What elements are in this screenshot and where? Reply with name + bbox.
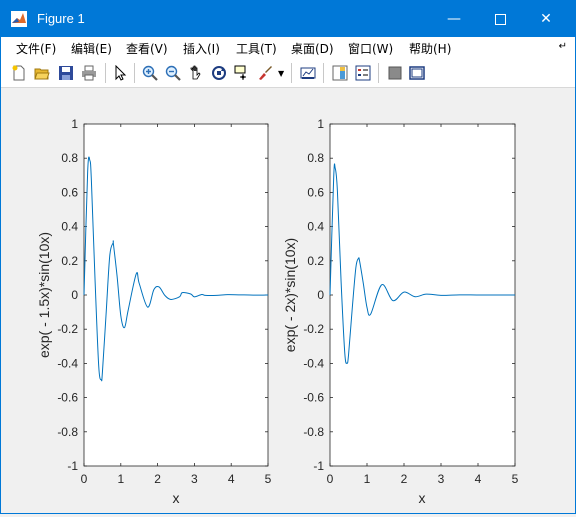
- y-tick-label: -0.2: [303, 322, 324, 336]
- menu-tools[interactable]: 工具(T): [236, 42, 277, 56]
- y-axis-label: exp( - 1.5x)*sin(10x): [36, 232, 52, 358]
- toolbar-separator: [291, 63, 292, 83]
- x-axis-label: x: [419, 490, 426, 506]
- brush-icon[interactable]: [257, 65, 273, 81]
- y-tick-label: -0.6: [303, 391, 324, 405]
- brush-dropdown-icon[interactable]: ▼: [278, 69, 285, 78]
- y-tick-label: 0.4: [61, 220, 78, 234]
- y-tick-label: -1: [67, 459, 78, 473]
- y-tick-label: 0.8: [307, 151, 324, 165]
- toolbar-separator: [323, 63, 324, 83]
- plot-area: exp( - 1.5x)*sin(10x) x -1 -0.8 -0.6 -0.4 -0…: [36, 117, 519, 506]
- y-tick-label: -1: [313, 459, 324, 473]
- minimize-button[interactable]: —: [431, 1, 477, 37]
- y-tick-label: 0.6: [307, 185, 324, 199]
- menu-insert[interactable]: 插入(I): [183, 42, 220, 56]
- y-tick-label: -0.4: [303, 356, 324, 370]
- y-tick-label: -0.8: [57, 425, 78, 439]
- x-tick-label: 1: [364, 472, 371, 486]
- menu-desktop[interactable]: 桌面(D): [291, 42, 334, 56]
- colorbar-icon[interactable]: [332, 65, 348, 81]
- menu-file[interactable]: 文件(F): [16, 42, 57, 56]
- menu-bar: 文件(F) 编辑(E) 查看(V) 插入(I) 工具(T) 桌面(D) 窗口(W…: [1, 37, 575, 59]
- x-axis-label: x: [173, 490, 180, 506]
- x-tick-label: 2: [154, 472, 161, 486]
- x-tick-label: 5: [265, 472, 272, 486]
- series-line: [83, 156, 269, 382]
- y-tick-label: 0: [317, 288, 324, 302]
- legend-icon[interactable]: [355, 65, 371, 81]
- x-tick-label: 3: [438, 472, 445, 486]
- figure-canvas: exp( - 1.5x)*sin(10x) x -1 -0.8 -0.6 -0.4 -0…: [1, 88, 575, 513]
- close-icon: ✕: [540, 11, 552, 27]
- x-tick-label: 0: [327, 472, 334, 486]
- minimize-icon: —: [447, 11, 461, 27]
- left-subplot[interactable]: exp( - 1.5x)*sin(10x) x -1 -0.8 -0.6 -0.4 -0…: [36, 117, 272, 506]
- y-tick-label: 0: [71, 288, 78, 302]
- zoom-out-icon[interactable]: [165, 65, 181, 81]
- menu-help[interactable]: 帮助(H): [409, 42, 452, 56]
- menu-view[interactable]: 查看(V): [126, 42, 168, 56]
- y-tick-label: 1: [71, 117, 78, 131]
- data-cursor-icon[interactable]: [234, 65, 250, 81]
- toolbar-separator: [134, 63, 135, 83]
- new-figure-icon[interactable]: [11, 65, 27, 81]
- hide-plot-tools-icon[interactable]: [387, 65, 403, 81]
- y-tick-label: -0.6: [57, 391, 78, 405]
- x-tick-label: 0: [81, 472, 88, 486]
- maximize-icon: [494, 13, 506, 25]
- menu-edit[interactable]: 编辑(E): [71, 42, 112, 56]
- rotate-3d-icon[interactable]: [211, 65, 227, 81]
- close-button[interactable]: ✕: [523, 1, 569, 37]
- toolbar-separator: [105, 63, 106, 83]
- x-tick-label: 1: [117, 472, 124, 486]
- x-tick-label: 5: [512, 472, 519, 486]
- y-tick-label: 0.4: [307, 220, 324, 234]
- toolbar-separator: [378, 63, 379, 83]
- y-tick-label: 1: [317, 117, 324, 131]
- select-arrow-icon[interactable]: [112, 65, 128, 81]
- y-tick-label: 0.6: [61, 185, 78, 199]
- open-file-icon[interactable]: [34, 65, 50, 81]
- x-tick-label: 3: [191, 472, 198, 486]
- dock-figure-icon[interactable]: ↵: [558, 41, 567, 52]
- y-tick-label: -0.2: [57, 322, 78, 336]
- series-line: [329, 163, 515, 364]
- x-tick-label: 2: [401, 472, 408, 486]
- menu-window[interactable]: 窗口(W): [348, 42, 394, 56]
- x-tick-label: 4: [475, 472, 482, 486]
- show-plot-tools-icon[interactable]: [409, 65, 425, 81]
- title-bar[interactable]: Figure 1 — ✕: [1, 1, 575, 37]
- link-plot-icon[interactable]: [300, 65, 316, 81]
- x-tick-label: 4: [228, 472, 235, 486]
- zoom-in-icon[interactable]: [142, 65, 158, 81]
- maximize-button[interactable]: [477, 1, 523, 37]
- y-tick-label: -0.8: [303, 425, 324, 439]
- save-icon[interactable]: [58, 65, 74, 81]
- matlab-logo-icon: [11, 11, 27, 27]
- print-icon[interactable]: [81, 65, 97, 81]
- pan-hand-icon[interactable]: [188, 65, 204, 81]
- figure-toolbar: ▼: [1, 59, 575, 88]
- y-tick-label: 0.2: [61, 254, 78, 268]
- window-title: Figure 1: [37, 11, 85, 26]
- y-axis-label: exp( - 2x)*sin(10x): [282, 238, 298, 352]
- right-subplot[interactable]: exp( - 2x)*sin(10x) x -1 -0.8 -0.6 -0.4 -0.2…: [282, 117, 519, 506]
- y-tick-label: 0.8: [61, 151, 78, 165]
- y-tick-label: 0.2: [307, 254, 324, 268]
- y-tick-label: -0.4: [57, 356, 78, 370]
